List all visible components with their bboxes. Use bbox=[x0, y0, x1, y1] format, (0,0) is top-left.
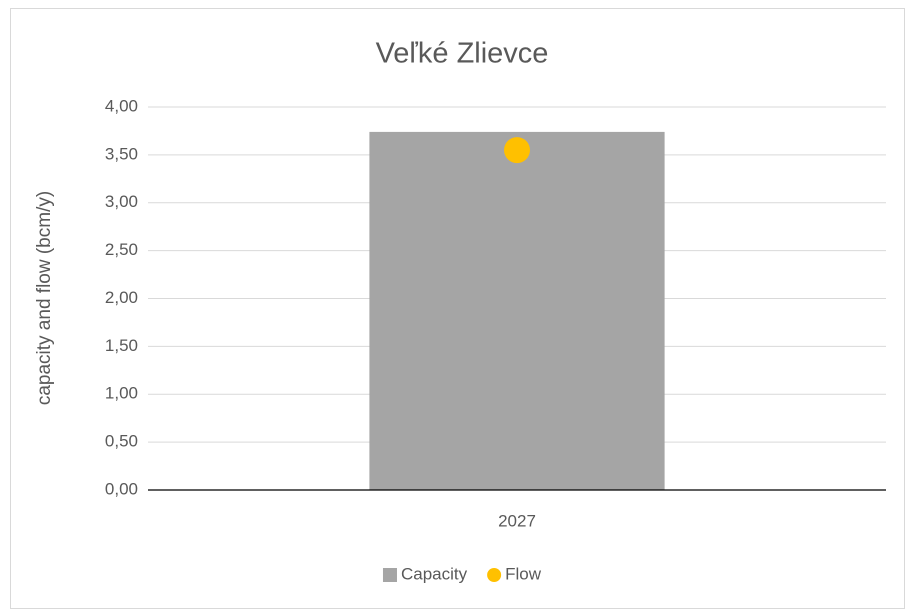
bar bbox=[369, 131, 665, 490]
y-tick-label: 0,00 bbox=[105, 479, 138, 498]
y-tick-label: 1,00 bbox=[105, 384, 138, 403]
legend-label: Flow bbox=[505, 564, 542, 583]
y-tick-label: 2,50 bbox=[105, 240, 138, 259]
y-tick-label: 4,00 bbox=[105, 96, 138, 115]
y-tick-label: 0,50 bbox=[105, 432, 138, 451]
y-tick-label: 1,50 bbox=[105, 336, 138, 355]
y-tick-label: 3,50 bbox=[105, 144, 138, 163]
chart-title: Veľké Zlievce bbox=[376, 38, 549, 70]
marker bbox=[504, 137, 530, 164]
legend-label: Capacity bbox=[401, 564, 468, 583]
y-tick-label: 2,00 bbox=[105, 288, 138, 307]
legend-swatch bbox=[382, 568, 397, 582]
y-tick-label: 3,00 bbox=[105, 192, 138, 211]
legend-swatch bbox=[487, 568, 502, 582]
y-axis-label: capacity and flow (bcm/y) bbox=[34, 191, 55, 405]
x-tick-label: 2027 bbox=[498, 511, 536, 530]
